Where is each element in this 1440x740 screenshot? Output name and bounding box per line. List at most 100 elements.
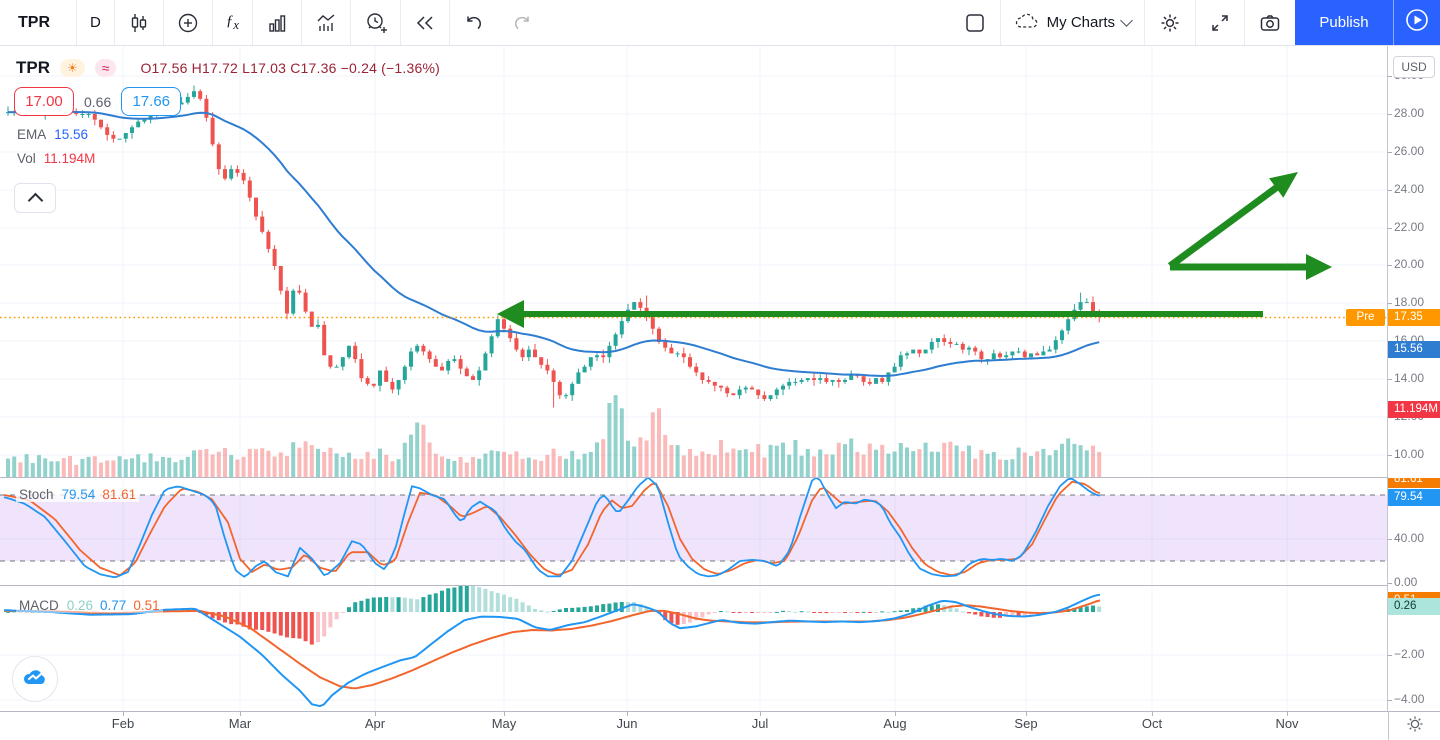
bar-chart-icon [266,12,288,34]
collapse-legend-button[interactable] [14,183,56,213]
rewind-icon [414,12,436,34]
my-charts-menu[interactable]: My Charts [1001,0,1144,45]
layout-square-icon [963,11,987,35]
macd-line-value: 0.77 [100,598,127,613]
tradingview-logo-button[interactable] [12,656,58,702]
axis-tick [1388,152,1392,153]
time-axis-label: Feb [111,716,135,731]
premarket-chip: Pre [1346,309,1385,326]
stoch-k-badge: 79.54 [1388,489,1440,506]
play-circle-icon [1404,7,1430,38]
candlestick-icon [128,12,150,34]
indicator-templates-button[interactable] [253,0,301,45]
symbol-button[interactable]: TPR [18,13,50,31]
time-axis-tick [760,712,761,716]
toolbar-separator [251,0,253,45]
time-axis-label: Jul [751,716,769,731]
fullscreen-button[interactable] [1196,0,1244,45]
stoch-label: Stoch [19,487,54,502]
pane-separator[interactable] [0,477,1388,478]
stochastic-pane[interactable] [0,478,1388,585]
approx-data-icon: ≈ [94,59,117,77]
ema-legend[interactable]: EMA 15.56 [17,127,88,142]
macd-axis-badges: 0.510.26 [1388,586,1440,711]
toolbar-separator [1144,0,1145,45]
axis-tick [1388,303,1392,304]
price-axis-label: 18.00 [1394,295,1425,309]
time-axis-tick [895,712,896,716]
toolbar-separator [1195,0,1196,45]
chart-properties-button[interactable] [1145,0,1195,45]
stoch-legend[interactable]: Stoch 79.54 81.61 [16,487,140,502]
axis-tick [1388,76,1392,77]
axis-tick [1388,190,1392,191]
price-axis-label: 26.00 [1394,144,1425,158]
main-price-pane[interactable] [0,46,1388,478]
price-axis-border [1387,46,1388,712]
publish-button[interactable]: Publish [1295,0,1393,45]
price-axis-label: 28.00 [1394,106,1425,120]
time-axis-label: May [491,716,517,731]
currency-chip[interactable]: USD [1393,56,1435,78]
toolbar-separator [211,0,213,45]
stoch-d-badge: 81.61 [1388,478,1440,488]
forecast-button[interactable] [302,0,350,45]
price-axis-label: 24.00 [1394,182,1425,196]
toolbar-separator [999,0,1001,45]
redo-button[interactable] [498,0,546,45]
vol-label: Vol [17,151,36,166]
stoch-axis-badges: 81.61 79.54 [1388,478,1440,585]
time-axis-label: Jun [616,716,638,731]
layout-select-button[interactable] [950,0,1000,45]
time-axis-label: Sep [1014,716,1038,731]
macd-hist-badge: 0.26 [1388,598,1440,615]
price-axis-label: 10.00 [1394,447,1425,461]
cloud-chart-logo-icon [22,667,48,692]
toolbar-separator [349,0,351,45]
redo-arrow-icon [511,12,533,34]
time-axis-label: Mar [228,716,252,731]
time-axis-label: Aug [883,716,907,731]
axis-tick [1388,228,1392,229]
undo-button[interactable] [450,0,498,45]
volume-value-badge: 11.194M [1388,401,1440,418]
gear-icon [1158,11,1182,35]
buy-price-button[interactable]: 17.66 [121,87,182,116]
snapshot-button[interactable] [1245,0,1295,45]
alarm-plus-icon [364,11,387,34]
sell-price-button[interactable]: 17.00 [14,87,74,116]
volume-legend[interactable]: Vol 11.194M [17,151,95,166]
time-axis-label: Oct [1141,716,1163,731]
toolbar-separator [162,0,164,45]
time-axis-tick [240,712,241,716]
time-axis-settings-button[interactable] [1388,712,1440,740]
camera-icon [1258,11,1282,35]
compare-button[interactable] [164,0,212,45]
interval-button[interactable]: D [90,14,101,31]
publish-play-button[interactable] [1393,0,1440,45]
spread-value: 0.66 [84,93,112,110]
create-alert-button[interactable] [351,0,400,45]
price-axis-label: 20.00 [1394,257,1425,271]
price-axis-label: 22.00 [1394,220,1425,234]
ema-value: 15.56 [54,127,89,142]
ema-label: EMA [17,127,47,142]
pane-separator[interactable] [0,585,1388,586]
bar-replay-button[interactable] [401,0,449,45]
legend-symbol[interactable]: TPR [16,58,50,77]
ema-price-badge: 15.56 [1388,341,1440,358]
chart-style-candles-button[interactable] [115,0,163,45]
time-axis-tick [627,712,628,716]
indicators-button[interactable]: ƒx [213,0,252,45]
premarket-sun-icon: ☀ [60,59,85,77]
toolbar-separator [399,0,401,45]
time-axis[interactable]: Feb Mar Apr May Jun Jul Aug Sep Oct Nov [0,712,1440,740]
macd-legend[interactable]: MACD 0.26 0.77 0.51 [16,598,163,613]
price-axis-label: −2.00 [1394,647,1425,661]
time-axis-tick [1287,712,1288,716]
price-axis-label: −4.00 [1394,692,1425,706]
chevron-up-icon [27,192,43,208]
time-axis-tick [375,712,376,716]
macd-pane[interactable] [0,586,1388,711]
